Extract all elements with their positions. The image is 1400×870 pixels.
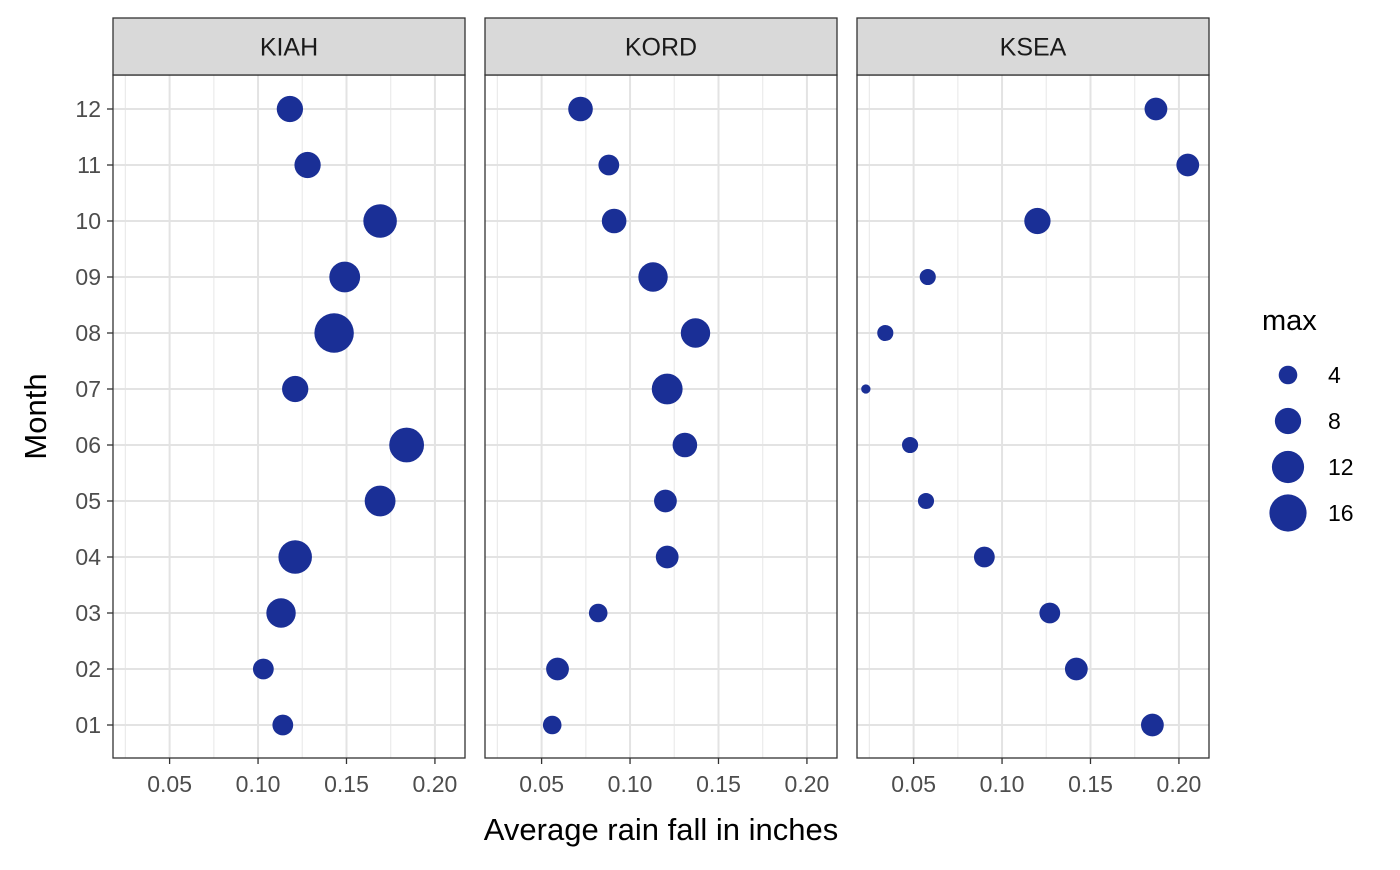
x-tick-label: 0.20 (785, 771, 830, 797)
legend-label: 16 (1328, 500, 1354, 526)
y-tick-label: 01 (75, 712, 101, 738)
data-point (364, 485, 396, 517)
facet-strip-label: KIAH (260, 34, 318, 62)
data-point (1024, 207, 1051, 235)
data-point (329, 261, 361, 293)
facet-strip (856, 17, 1210, 76)
data-point (314, 313, 354, 353)
data-point (919, 268, 936, 286)
x-tick-label: 0.15 (1068, 771, 1113, 797)
data-point (266, 598, 296, 628)
legend-label: 4 (1328, 362, 1341, 388)
data-point (598, 154, 620, 176)
y-tick-label: 03 (75, 600, 101, 626)
data-point (568, 96, 593, 122)
y-tick-label: 07 (75, 376, 101, 402)
x-tick-label: 0.10 (980, 771, 1025, 797)
data-point (252, 658, 274, 680)
facet-strip-label: KORD (625, 34, 697, 62)
data-point (542, 715, 562, 735)
x-tick-label: 0.20 (413, 771, 458, 797)
facet-strip (484, 17, 838, 76)
data-point (1144, 97, 1168, 121)
facet-strip-label: KSEA (1000, 34, 1067, 62)
data-point (278, 540, 312, 574)
x-tick-label: 0.10 (608, 771, 653, 797)
y-tick-label: 02 (75, 656, 101, 682)
data-point (276, 95, 304, 123)
legend-key-point (1278, 365, 1298, 385)
legend-key-point (1269, 494, 1307, 532)
data-point (655, 545, 679, 569)
x-tick-label: 0.15 (324, 771, 369, 797)
data-point (294, 151, 321, 179)
y-tick-label: 12 (75, 96, 101, 122)
data-point (282, 375, 309, 403)
data-point (902, 436, 919, 454)
data-point (1064, 657, 1088, 681)
panel-background (485, 75, 837, 758)
data-point (389, 427, 425, 463)
panel-background (857, 75, 1209, 758)
data-point (1141, 713, 1164, 737)
data-point (973, 546, 995, 568)
y-tick-label: 09 (75, 264, 101, 290)
x-axis-title: Average rain fall in inches (484, 812, 838, 847)
y-tick-label: 08 (75, 320, 101, 346)
y-tick-label: 06 (75, 432, 101, 458)
data-point (680, 318, 711, 348)
legend-label: 12 (1328, 454, 1354, 480)
data-point (546, 657, 569, 681)
data-point (601, 208, 627, 234)
data-point (1039, 602, 1061, 624)
x-tick-label: 0.05 (519, 771, 564, 797)
data-point (1176, 153, 1200, 177)
legend-label: 8 (1328, 408, 1341, 434)
panel-background (113, 75, 465, 758)
x-tick-label: 0.15 (696, 771, 741, 797)
data-point (363, 204, 397, 238)
x-tick-label: 0.20 (1157, 771, 1202, 797)
data-point (638, 262, 668, 292)
y-tick-label: 04 (75, 544, 101, 570)
data-point (654, 489, 677, 513)
data-point (651, 373, 683, 405)
x-tick-label: 0.05 (891, 771, 936, 797)
data-point (917, 492, 935, 510)
x-tick-label: 0.05 (147, 771, 192, 797)
y-axis-title: Month (18, 373, 53, 459)
legend-key-point (1271, 450, 1305, 484)
data-point (672, 432, 698, 458)
x-tick-label: 0.10 (236, 771, 281, 797)
data-point (861, 384, 871, 394)
y-tick-label: 05 (75, 488, 101, 514)
legend-title: max (1262, 305, 1317, 337)
legend-key-point (1274, 407, 1302, 435)
data-point (877, 324, 894, 342)
data-point (272, 714, 294, 736)
y-tick-label: 11 (77, 152, 101, 178)
y-tick-label: 10 (75, 208, 101, 234)
data-point (588, 603, 608, 623)
facet-strip (112, 17, 466, 76)
